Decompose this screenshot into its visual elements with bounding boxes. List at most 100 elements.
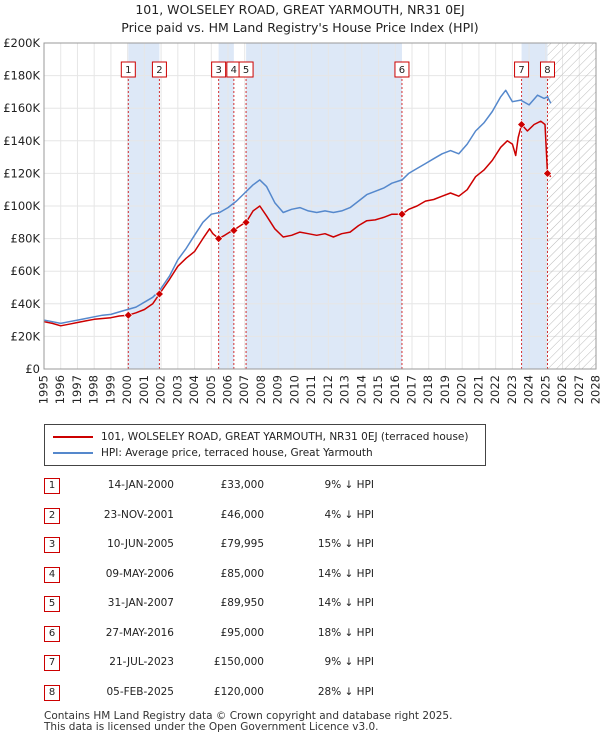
sale-number-badge: 7 — [44, 655, 60, 671]
x-tick-label: 2003 — [170, 375, 184, 404]
x-tick-label: 1997 — [70, 375, 84, 404]
sale-price: £33,000 — [220, 479, 264, 491]
x-tick-label: 2028 — [589, 375, 600, 404]
sale-point — [229, 226, 239, 235]
sale-number-badge: 5 — [44, 596, 60, 612]
y-tick-label: £160K — [3, 101, 40, 115]
table-row: 4 09-MAY-2006 £85,000 14% ↓ HPI — [44, 561, 424, 591]
table-row: 7 21-JUL-2023 £150,000 9% ↓ HPI — [44, 649, 424, 679]
sales-table: 1 14-JAN-2000 £33,000 9% ↓ HPI 2 23-NOV-2001… — [44, 472, 424, 708]
x-tick-label: 2004 — [187, 375, 201, 404]
sale-date: 31-JAN-2007 — [107, 597, 174, 609]
y-tick-label: £200K — [3, 36, 40, 50]
sale-price: £89,950 — [220, 597, 264, 609]
x-tick-label: 2015 — [371, 375, 385, 404]
x-tick-label: 1998 — [87, 375, 101, 404]
y-tick-label: £120K — [3, 166, 40, 180]
plot-border — [43, 42, 597, 370]
y-tick-label: £60K — [11, 264, 41, 278]
x-tick-label: 2010 — [287, 375, 301, 404]
sale-label-box — [238, 61, 254, 78]
y-tick-label: £20K — [11, 329, 41, 343]
y-tick-label: £0 — [25, 362, 40, 376]
sale-label-number: 2 — [156, 65, 162, 76]
sale-date: 21-JUL-2023 — [109, 656, 174, 668]
sale-hpi-diff: 4% ↓ HPI — [324, 508, 374, 521]
sale-number-badge: 8 — [44, 684, 60, 701]
sale-label-number: 1 — [125, 65, 131, 76]
sale-date: 10-JUN-2005 — [107, 538, 174, 550]
sale-number-badge: 6 — [44, 625, 60, 642]
sale-label-box — [120, 61, 136, 78]
x-tick-label: 2017 — [405, 375, 419, 404]
sale-price: £95,000 — [220, 626, 264, 639]
legend-swatch-property — [53, 436, 93, 438]
table-row: 1 14-JAN-2000 £33,000 9% ↓ HPI — [44, 472, 424, 502]
sale-point — [543, 168, 552, 178]
sale-label-number: 5 — [243, 65, 249, 76]
table-row: 6 27-MAY-2016 £95,000 18% ↓ HPI — [44, 620, 424, 650]
legend: 101, WOLSELEY ROAD, GREAT YARMOUTH, NR31… — [44, 424, 486, 466]
x-tick-label: 2000 — [120, 375, 134, 404]
sale-price: £46,000 — [220, 508, 264, 521]
footer-copyright: Contains HM Land Registry data © Crown c… — [44, 710, 453, 722]
sale-number-badge: 3 — [44, 537, 60, 553]
x-tick-label: 2021 — [471, 375, 485, 404]
x-tick-label: 2020 — [455, 375, 469, 404]
x-tick-label: 2014 — [354, 375, 368, 404]
sale-label-number: 3 — [215, 65, 221, 76]
table-row: 5 31-JAN-2007 £89,950 14% ↓ HPI — [44, 590, 424, 620]
forecast-hatch — [547, 43, 596, 369]
sale-date: 05-FEB-2025 — [106, 685, 174, 698]
chart-subtitle: Price paid vs. HM Land Registry's House … — [121, 20, 479, 35]
sale-hpi-diff: 9% ↓ HPI — [324, 656, 374, 668]
x-tick-label: 1999 — [103, 375, 117, 404]
sale-hpi-diff: 14% ↓ HPI — [317, 597, 374, 609]
sale-date: 27-MAY-2016 — [105, 626, 174, 639]
sale-hpi-diff: 15% ↓ HPI — [317, 538, 374, 550]
x-tick-label: 2013 — [338, 375, 352, 404]
sale-label-box — [151, 61, 167, 78]
y-tick-label: £140K — [3, 134, 40, 148]
footer: Contains HM Land Registry data © Crown c… — [44, 711, 452, 733]
sale-label-number: 7 — [518, 65, 524, 76]
sale-label-number: 8 — [544, 65, 550, 76]
sale-number-badge: 1 — [44, 478, 60, 494]
sale-label-number: 6 — [399, 65, 405, 76]
legend-item-hpi: HPI: Average price, terraced house, Grea… — [53, 445, 373, 461]
y-tick-label: £100K — [3, 199, 40, 213]
table-row: 8 05-FEB-2025 £120,000 28% ↓ HPI — [44, 679, 424, 709]
x-tick-label: 2016 — [388, 375, 402, 404]
sale-point — [123, 310, 133, 320]
x-tick-label: 2023 — [505, 375, 519, 404]
x-tick-label: 1995 — [37, 375, 51, 404]
y-tick-label: £40K — [11, 297, 41, 311]
x-tick-label: 2001 — [137, 375, 151, 404]
sale-label-box — [211, 61, 227, 78]
table-row: 3 10-JUN-2005 £79,995 15% ↓ HPI — [44, 531, 424, 561]
property-price-line — [43, 120, 552, 327]
x-tick-label: 2025 — [538, 375, 552, 404]
x-tick-label: 2006 — [221, 375, 235, 404]
sale-hpi-diff: 28% ↓ HPI — [317, 685, 374, 698]
legend-item-property: 101, WOLSELEY ROAD, GREAT YARMOUTH, NR31… — [53, 429, 468, 445]
table-row: 2 23-NOV-2001 £46,000 4% ↓ HPI — [44, 502, 424, 532]
x-tick-label: 2007 — [237, 375, 251, 404]
sale-hpi-diff: 9% ↓ HPI — [324, 479, 374, 491]
sale-point — [214, 234, 224, 244]
legend-swatch-hpi — [53, 452, 93, 454]
x-tick-label: 2011 — [304, 375, 318, 404]
x-tick-label: 2022 — [488, 375, 502, 404]
sale-date: 09-MAY-2006 — [105, 567, 174, 580]
y-tick-label: £180K — [3, 69, 40, 83]
x-tick-label: 2027 — [572, 375, 586, 404]
sale-label-box — [514, 61, 530, 78]
footer-licence: This data is licensed under the Open Gov… — [44, 721, 379, 733]
sale-point — [397, 209, 407, 219]
x-tick-label: 2019 — [438, 375, 452, 404]
legend-label-hpi: HPI: Average price, terraced house, Grea… — [101, 447, 373, 459]
sale-price: £150,000 — [213, 656, 264, 668]
sale-label-number: 4 — [231, 65, 237, 76]
x-tick-label: 2026 — [555, 375, 569, 404]
